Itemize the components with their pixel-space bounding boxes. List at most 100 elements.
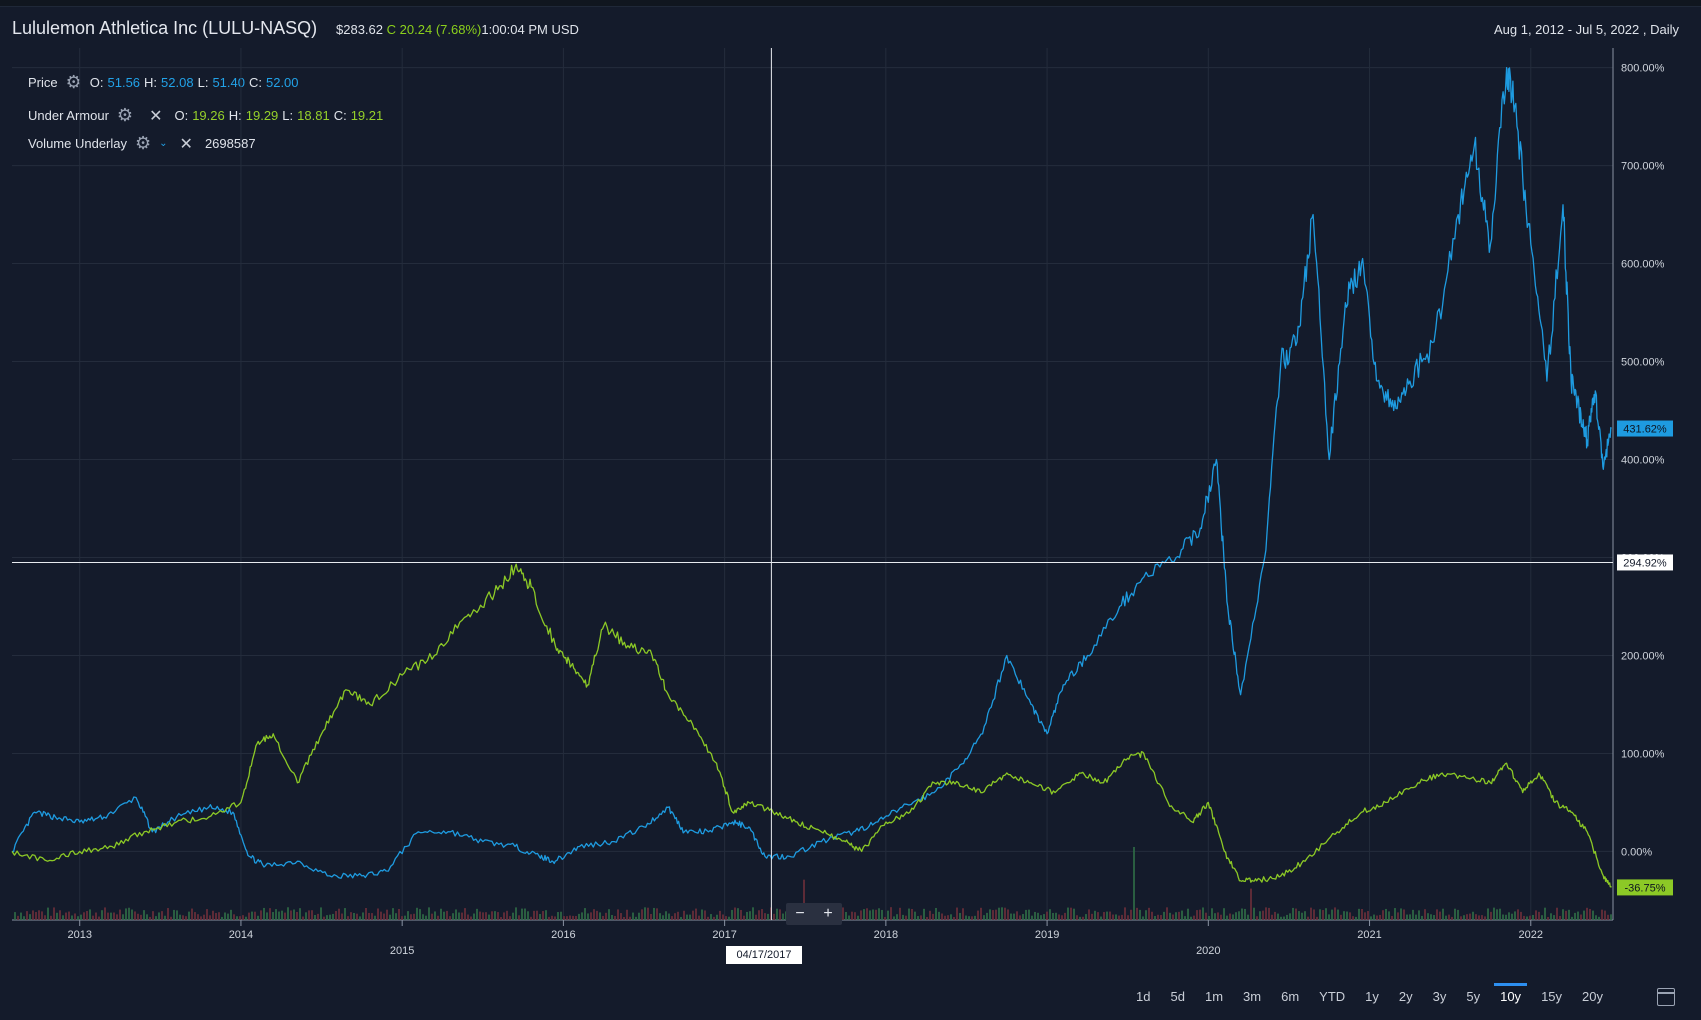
volume-bar: [572, 915, 574, 920]
volume-bar: [902, 914, 904, 920]
volume-bar: [1148, 907, 1150, 920]
volume-bar: [152, 911, 154, 920]
volume-bar: [494, 911, 496, 920]
volume-bar: [1349, 912, 1351, 920]
volume-bar: [1142, 916, 1144, 920]
volume-bar: [17, 915, 19, 920]
volume-bar: [845, 911, 847, 920]
volume-bar: [704, 910, 706, 920]
volume-bar: [113, 912, 115, 920]
timeframe-1d[interactable]: 1d: [1136, 989, 1151, 1004]
volume-bar: [359, 916, 361, 920]
timeframe-5y[interactable]: 5y: [1466, 989, 1481, 1004]
volume-bar: [1037, 912, 1039, 920]
volume-bar: [1535, 910, 1537, 920]
volume-bar: [1241, 908, 1243, 920]
volume-bar: [776, 908, 778, 920]
timeframe-20y[interactable]: 20y: [1582, 989, 1603, 1004]
volume-bar: [227, 913, 229, 920]
volume-bar: [422, 914, 424, 920]
volume-bar: [1229, 913, 1231, 920]
timeframe-1m[interactable]: 1m: [1204, 989, 1224, 1004]
volume-bar: [1313, 909, 1315, 920]
volume-bar: [1403, 909, 1405, 920]
zoom-in-button[interactable]: +: [823, 905, 833, 922]
volume-bar: [584, 908, 586, 920]
volume-bar: [764, 913, 766, 920]
volume-bar: [533, 910, 535, 920]
volume-bar: [1262, 910, 1264, 920]
volume-bar: [869, 910, 871, 920]
volume-bar: [374, 915, 376, 920]
volume-bar: [1553, 915, 1555, 920]
close-icon[interactable]: ✕: [149, 107, 163, 125]
volume-bar: [1568, 909, 1570, 920]
calendar-icon[interactable]: [1657, 988, 1675, 1006]
gear-icon[interactable]: ⚙: [135, 133, 152, 153]
timeframe-1y[interactable]: 1y: [1365, 989, 1379, 1004]
volume-bar: [1352, 916, 1354, 920]
timeframe-5d[interactable]: 5d: [1170, 989, 1185, 1004]
volume-bar: [332, 913, 334, 920]
volume-bar: [368, 912, 370, 920]
volume-bar: [1181, 910, 1183, 920]
volume-bar: [668, 913, 670, 920]
volume-bar: [1301, 912, 1303, 920]
timeframe-3m[interactable]: 3m: [1243, 989, 1262, 1004]
volume-bar: [962, 908, 964, 920]
date-range[interactable]: Aug 1, 2012 - Jul 5, 2022 , Daily: [1493, 22, 1679, 37]
zoom-out-button[interactable]: −: [795, 905, 805, 922]
x-tick-label: 2017: [712, 929, 736, 941]
volume-bar: [341, 913, 343, 920]
volume-bar: [632, 912, 634, 920]
volume-bar: [593, 909, 595, 920]
legend-price: Price ⚙ O: 51.56 H: 52.08 L: 51.40 C: 52.00: [28, 72, 299, 93]
volume-bar: [260, 910, 262, 920]
volume-bar: [587, 913, 589, 920]
volume-bar: [767, 913, 769, 920]
volume-bar: [140, 914, 142, 920]
volume-bar: [509, 916, 511, 920]
gear-icon[interactable]: ⚙: [116, 105, 134, 125]
y-tick-label: 600.00%: [1621, 259, 1665, 271]
volume-bar: [20, 912, 22, 920]
volume-bar: [1136, 907, 1138, 920]
volume-bar: [1337, 909, 1339, 920]
timeframe-6m[interactable]: 6m: [1281, 989, 1300, 1004]
timeframe-10y[interactable]: 10y: [1490, 983, 1531, 1010]
legend-o-label: O:: [174, 108, 189, 123]
legend-ua-label: Under Armour: [28, 108, 109, 123]
volume-bar: [71, 915, 73, 920]
chevron-down-icon[interactable]: ⌄: [159, 138, 168, 149]
volume-bar: [485, 912, 487, 920]
volume-bar: [1472, 911, 1474, 920]
legend-o-label: O:: [89, 75, 104, 90]
volume-bar: [329, 914, 331, 920]
volume-bar: [443, 911, 445, 920]
timeframe-2y[interactable]: 2y: [1398, 989, 1413, 1004]
top-strip: [0, 0, 1701, 7]
volume-bar: [1061, 915, 1063, 920]
gear-icon[interactable]: ⚙: [65, 72, 82, 92]
timeframe-ytd[interactable]: YTD: [1319, 989, 1346, 1004]
volume-bar: [1424, 909, 1426, 920]
volume-bar: [104, 907, 106, 920]
timeframe-3y[interactable]: 3y: [1432, 989, 1447, 1004]
volume-bar: [56, 912, 58, 920]
timeframe-15y[interactable]: 15y: [1541, 989, 1563, 1004]
volume-bar: [1187, 908, 1189, 920]
chart-header: Lululemon Athletica Inc (LULU-NASQ) $283…: [0, 14, 1701, 46]
volume-bar: [1508, 912, 1510, 920]
volume-bar: [230, 909, 232, 920]
volume-bar: [194, 912, 196, 920]
volume-bar: [1292, 907, 1294, 920]
volume-bar: [1460, 916, 1462, 920]
volume-bar: [671, 916, 673, 920]
volume-bar: [1130, 909, 1132, 920]
volume-bar: [1076, 915, 1078, 920]
volume-bar: [1523, 915, 1525, 920]
volume-bar: [1202, 907, 1204, 920]
volume-bar: [758, 910, 760, 920]
close-icon[interactable]: ✕: [179, 135, 193, 153]
